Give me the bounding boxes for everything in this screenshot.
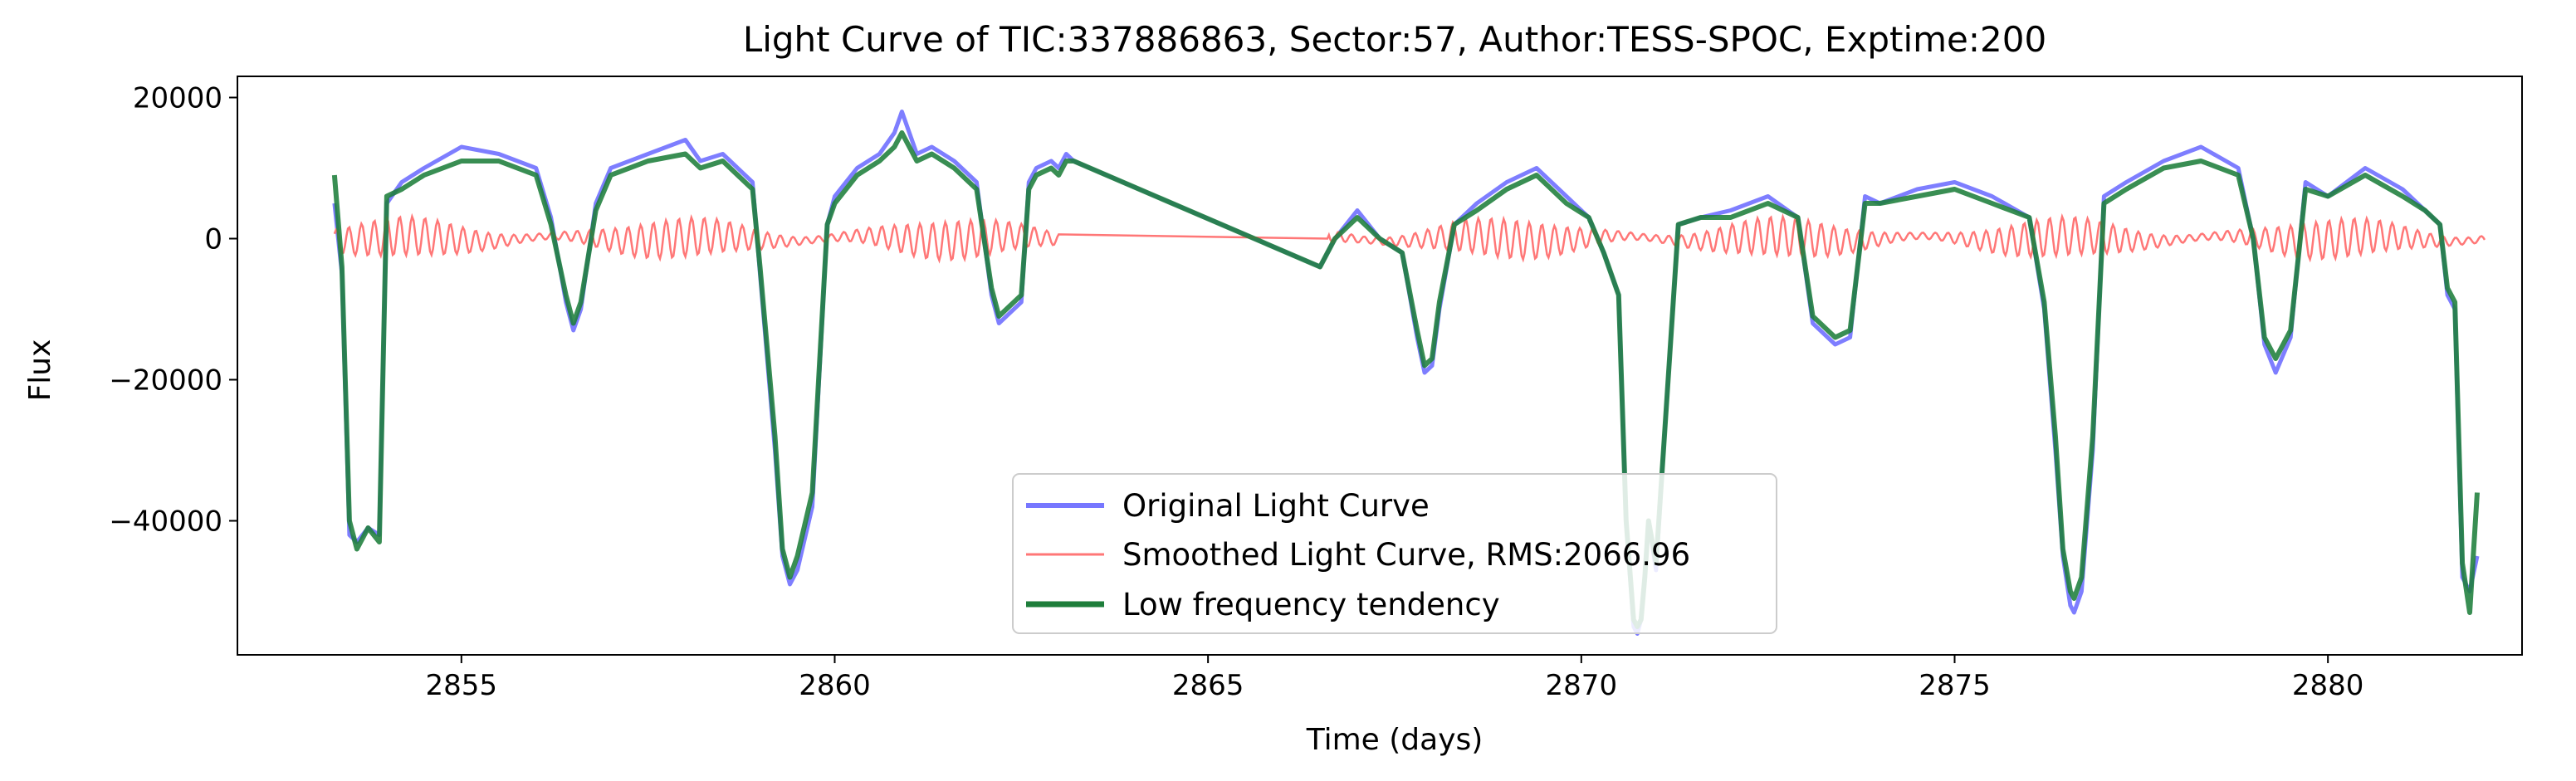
x-tick-label: 2865 [1172,669,1244,702]
x-axis-ticks: 2855 2860 2865 2870 2875 2880 [426,655,2364,702]
y-tick-label: −40000 [109,505,222,539]
legend-label-low-frequency: Low frequency tendency [1122,587,1500,622]
x-tick-label: 2860 [799,669,871,702]
series-layer [331,110,2486,636]
legend: Original Light Curve Smoothed Light Curv… [1012,473,1777,634]
x-tick-label: 2875 [1919,669,1991,702]
series-low-frequency-tendency [331,130,2480,629]
chart-title: Light Curve of TIC:337886863, Sector:57,… [743,19,2046,60]
x-axis-label: Time (days) [1306,723,1484,757]
y-axis-label: Flux [23,339,57,402]
legend-label-original: Original Light Curve [1122,488,1430,524]
series-smoothed-light-curve [333,212,2486,264]
legend-box [1012,473,1777,634]
y-tick-label: −20000 [109,364,222,398]
y-tick-label: 0 [204,223,222,256]
legend-label-smoothed: Smoothed Light Curve, RMS:2066.96 [1122,537,1690,573]
x-tick-label: 2870 [1546,669,1618,702]
x-tick-label: 2855 [426,669,498,702]
y-axis-ticks: 20000 0 −20000 −40000 [109,82,237,539]
x-tick-label: 2880 [2292,669,2364,702]
axes-frame [237,76,2523,656]
y-tick-label: 20000 [133,82,222,115]
